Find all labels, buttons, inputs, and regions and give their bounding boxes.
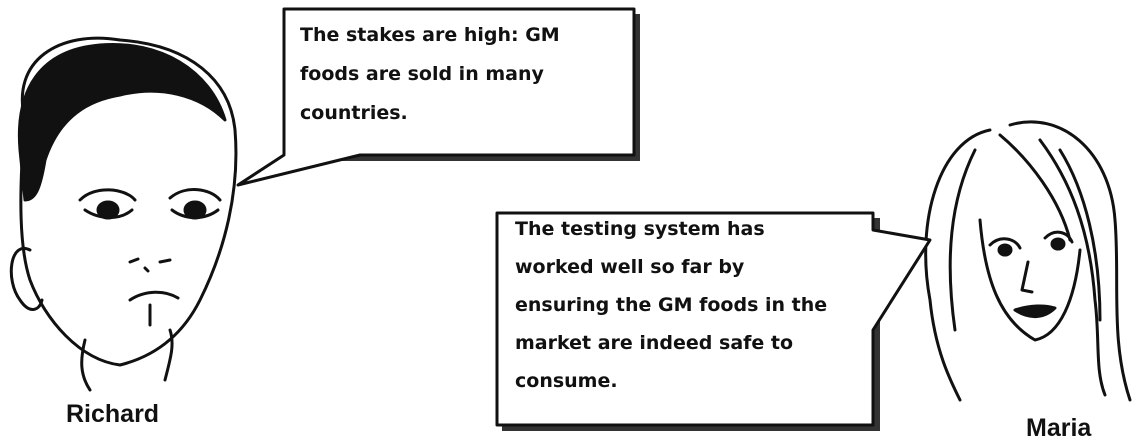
speaker-name: Richard [66,400,159,429]
speech-line: market are indeed safe to [515,332,793,354]
speech-line: worked well so far by [515,256,744,278]
speech-line: countries. [300,102,408,124]
speech-line: ensuring the GM foods in the [515,294,827,316]
speech-line: foods are sold in many [300,63,544,85]
richard-face [11,38,236,390]
speaker-name: Maria [1026,414,1091,443]
speech-bubble [497,213,930,431]
speech-line: The testing system has [515,218,765,240]
speech-line: consume. [515,370,618,392]
illustration: The stakes are high: GM foods are sold i… [0,0,1146,446]
maria-face [926,122,1130,400]
speech-line: The stakes are high: GM [300,24,560,46]
